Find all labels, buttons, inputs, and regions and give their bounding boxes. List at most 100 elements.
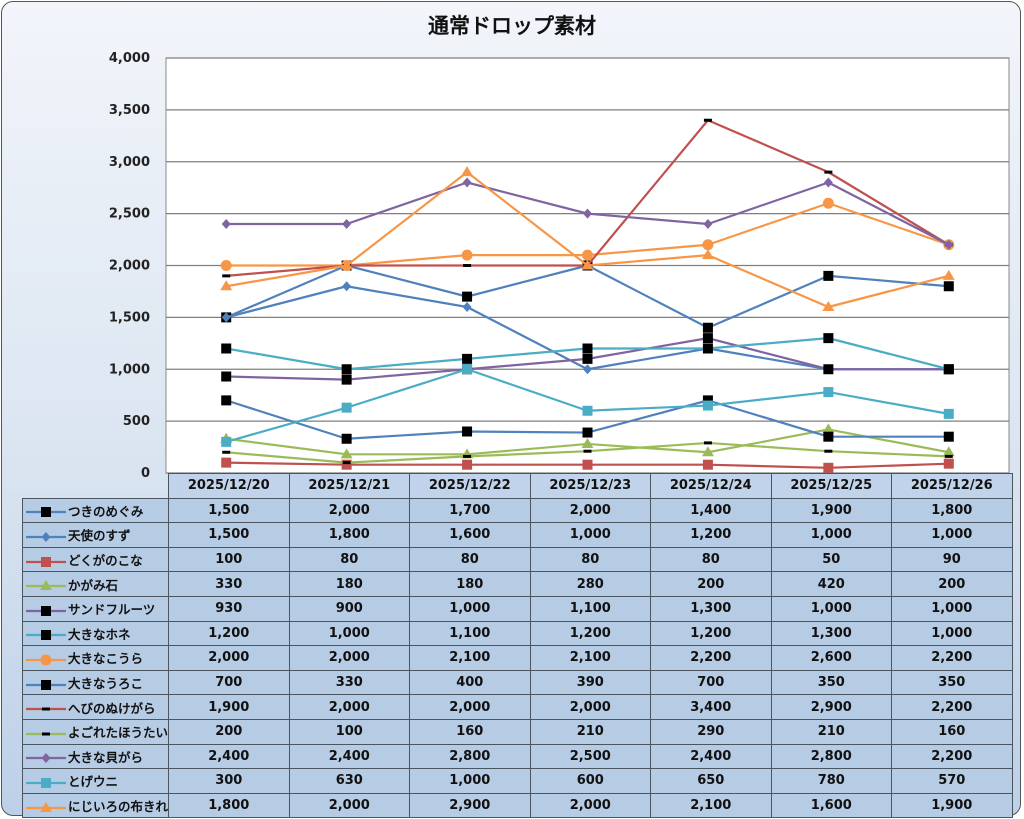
data-label: 200: [168, 718, 290, 745]
point-marker: [462, 302, 472, 312]
point-marker: [41, 507, 51, 518]
x-category-label: 2025/12/22: [409, 473, 531, 499]
point-marker: [582, 427, 593, 438]
point-marker: [702, 459, 713, 470]
point-marker: [702, 395, 713, 406]
legend-entry: サンドフルーツ: [21, 595, 170, 622]
table-row: 大きなうろこ 700 330 400 390 700 350 350: [21, 669, 1013, 696]
x-category-label: 2025/12/24: [650, 473, 772, 499]
series-12: [221, 364, 954, 447]
table-row: どくがのこな 100 80 80 80 80 50 90: [21, 546, 1013, 573]
legend-key-icon: [26, 732, 66, 736]
legend-key-icon: [26, 630, 66, 641]
point-marker: [943, 364, 954, 375]
point-marker: [942, 269, 955, 280]
point-marker: [40, 654, 52, 666]
point-marker: [823, 333, 834, 344]
data-label: 2,900: [770, 694, 893, 720]
point-marker: [220, 280, 233, 291]
data-label: 2,200: [891, 743, 1013, 770]
point-marker: [40, 801, 52, 812]
data-label: 400: [409, 669, 531, 696]
point-marker: [583, 449, 592, 453]
legend-key-icon: [26, 507, 66, 518]
data-label: 1,100: [529, 595, 652, 622]
point-marker: [701, 249, 714, 260]
data-label: 2,400: [288, 743, 411, 770]
point-marker: [41, 777, 51, 788]
data-label: 1,000: [409, 768, 531, 794]
table-row: 天使のすず 1,500 1,800 1,600 1,000 1,200 1,000 1,000: [21, 522, 1013, 548]
data-label: 2,200: [891, 645, 1013, 671]
point-marker: [341, 433, 352, 444]
data-label: 1,600: [409, 522, 531, 548]
data-label: 100: [168, 546, 290, 573]
data-label: 80: [529, 546, 652, 573]
data-label: 2,800: [409, 743, 531, 770]
series-4: [220, 423, 955, 459]
data-label: 1,200: [650, 620, 772, 647]
point-marker: [221, 395, 232, 406]
table-row: へびのぬけがら 1,900 2,000 2,000 2,000 3,400 2,900 2,2…: [21, 694, 1013, 720]
legend-entry: へびのぬけがら: [21, 694, 170, 720]
table-corner: [23, 474, 169, 499]
data-label: 2,000: [288, 497, 411, 524]
point-marker: [823, 431, 834, 442]
x-category-label: 2025/12/21: [288, 473, 411, 499]
data-label: 2,000: [288, 694, 411, 720]
table-row: 大きな貝がら 2,400 2,400 2,800 2,500 2,400 2,800 2,20…: [21, 743, 1013, 770]
legend-key-icon: [26, 654, 66, 666]
series-name: つきのめぐみ: [68, 503, 144, 519]
point-marker: [582, 249, 593, 261]
point-marker: [461, 166, 474, 177]
point-marker: [462, 353, 473, 364]
point-marker: [462, 459, 473, 470]
point-marker: [222, 274, 231, 278]
data-label: 1,100: [409, 620, 531, 647]
data-label: 350: [891, 669, 1013, 696]
data-label: 90: [891, 546, 1013, 573]
point-marker: [823, 387, 834, 398]
data-label: 1,500: [168, 522, 290, 548]
point-marker: [341, 374, 352, 385]
point-marker: [703, 441, 712, 445]
data-label: 1,500: [168, 497, 290, 524]
x-category-label: 2025/12/23: [529, 473, 652, 499]
data-label: 200: [650, 571, 772, 597]
legend-entry: とげウニ: [21, 768, 170, 794]
legend-key-icon: [26, 605, 66, 616]
y-tick-label: 2,500: [109, 207, 150, 222]
data-label: 1,700: [409, 497, 531, 524]
point-marker: [822, 197, 834, 209]
y-tick-label: 0: [141, 466, 150, 481]
point-marker: [703, 118, 712, 122]
legend-entry: かがみ石: [21, 571, 170, 597]
data-label: 2,400: [168, 743, 290, 770]
data-label: 2,100: [409, 645, 531, 671]
legend-entry: 大きなこうら: [21, 645, 170, 671]
x-category-label: 2025/12/25: [770, 473, 893, 499]
series-11: [221, 177, 954, 250]
series-3: [221, 457, 954, 473]
data-label: 2,000: [529, 792, 652, 819]
point-marker: [221, 436, 232, 447]
point-marker: [702, 333, 713, 344]
legend-entry: 大きな貝がら: [21, 743, 170, 770]
data-label: 2,000: [288, 645, 411, 671]
data-label: 1,000: [409, 595, 531, 622]
legend-key-icon: [26, 556, 66, 567]
point-marker: [221, 371, 232, 382]
data-label: 1,000: [770, 522, 893, 548]
point-marker: [583, 208, 592, 219]
data-label: 1,000: [529, 522, 652, 548]
y-tick-label: 2,000: [109, 259, 150, 274]
data-label: 2,000: [168, 645, 290, 671]
data-label: 3,400: [650, 694, 772, 720]
point-marker: [582, 343, 593, 354]
point-marker: [581, 259, 594, 270]
point-marker: [41, 753, 51, 764]
data-label: 1,800: [891, 497, 1013, 524]
point-marker: [583, 364, 592, 375]
legend-entry: 天使のすず: [21, 522, 170, 548]
point-marker: [582, 353, 593, 364]
